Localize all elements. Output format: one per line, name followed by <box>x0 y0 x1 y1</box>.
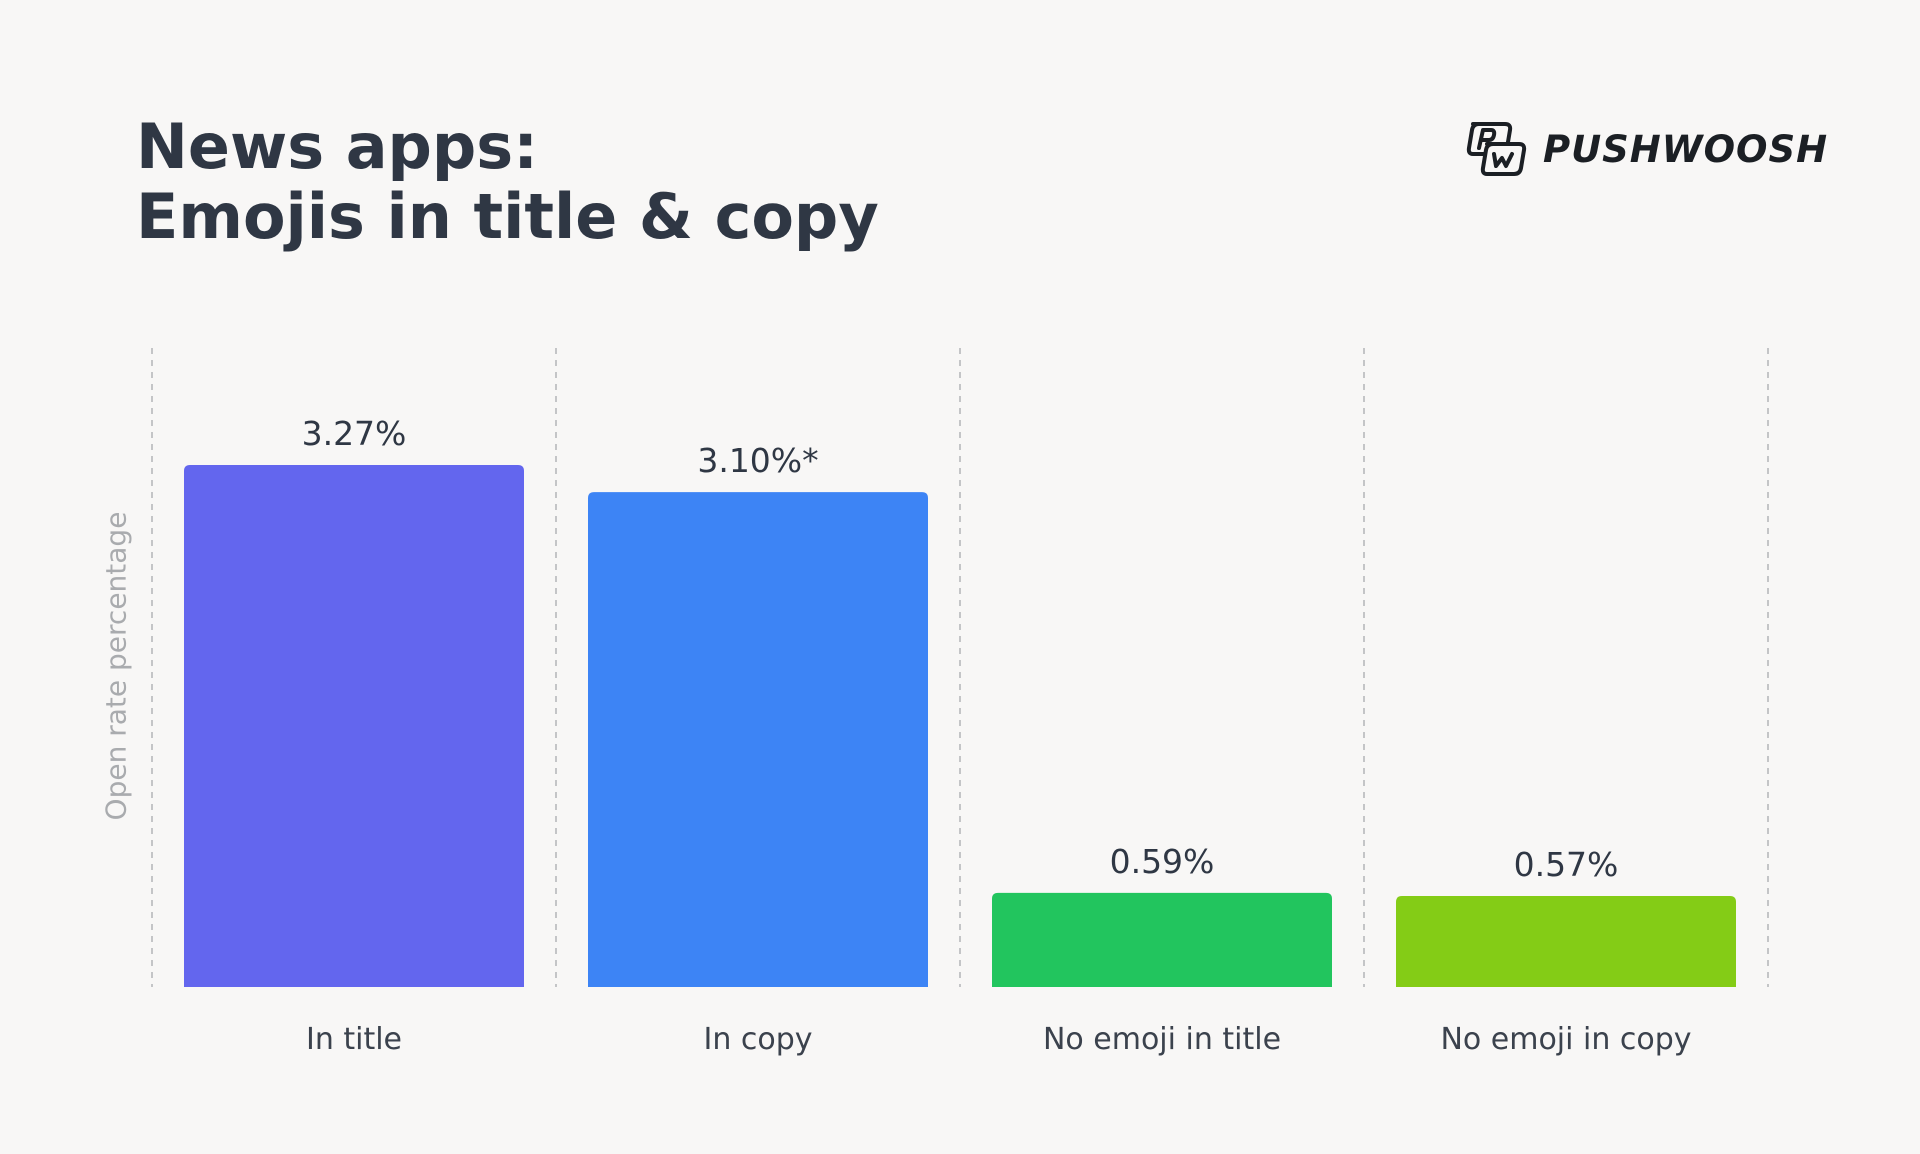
category-label: In copy <box>703 1022 812 1057</box>
category-label: In title <box>306 1022 402 1057</box>
bar <box>1396 896 1736 987</box>
data-label: 0.57% <box>1514 845 1619 884</box>
data-label: 3.10%* <box>697 441 818 480</box>
bar <box>992 892 1332 987</box>
category-label: No emoji in title <box>1043 1022 1281 1057</box>
logo-text: PUSHWOOSH <box>1543 127 1829 171</box>
bar <box>588 492 928 987</box>
chart-title-line2: Emojis in title & copy <box>136 180 879 253</box>
chart-title: News apps: Emojis in title & copy <box>136 112 879 252</box>
pushwoosh-pw-icon <box>1466 122 1527 176</box>
category-label: No emoji in copy <box>1440 1022 1691 1057</box>
brand-logo: PUSHWOOSH <box>1465 118 1828 180</box>
bar <box>184 465 524 987</box>
chart-title-line1: News apps: <box>136 110 539 183</box>
data-label: 3.27% <box>302 414 407 453</box>
data-label: 0.59% <box>1110 842 1215 881</box>
